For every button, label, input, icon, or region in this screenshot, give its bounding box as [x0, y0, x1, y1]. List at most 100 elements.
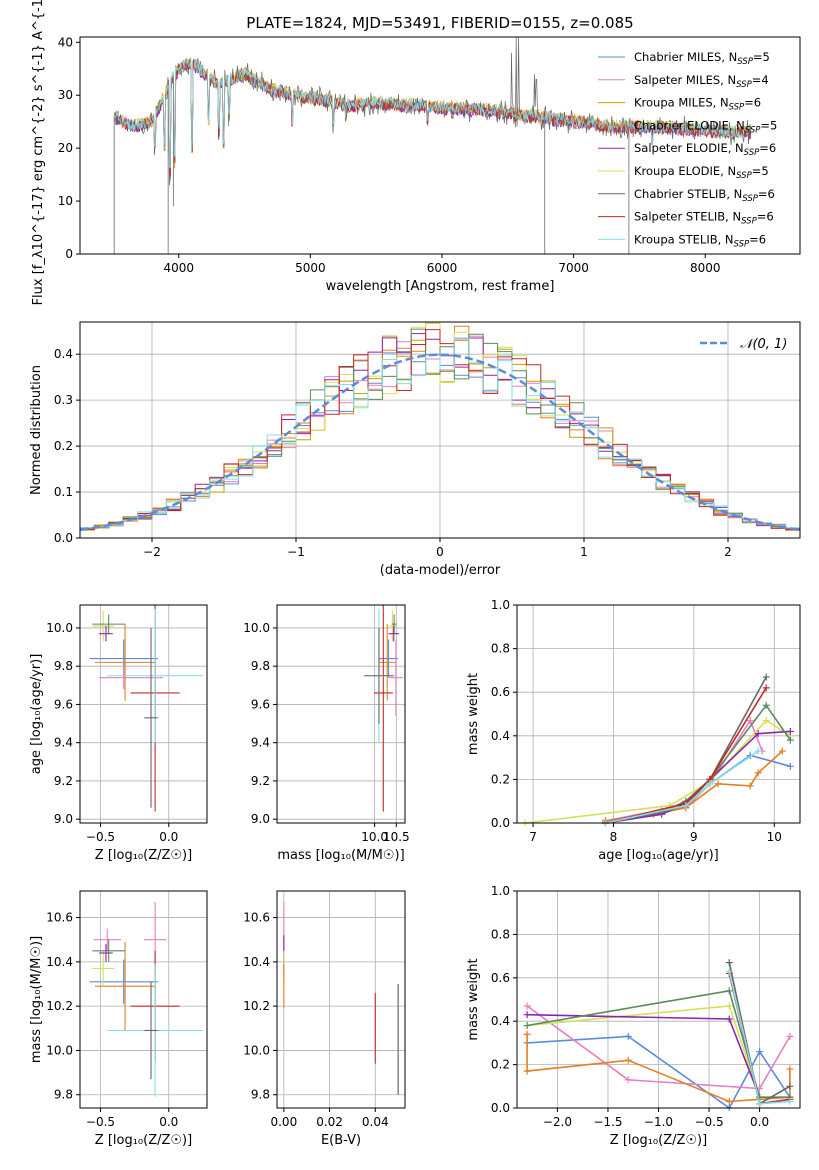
x-axis-label: wavelength [Angstrom, rest frame]: [326, 279, 555, 294]
y-tick-label: 9.8: [54, 659, 73, 673]
x-tick-label: 0.00: [270, 1115, 297, 1129]
y-tick-label: 9.0: [251, 812, 270, 826]
mass-weight-marker: [725, 987, 733, 995]
x-tick-label: 7000: [558, 261, 589, 275]
y-tick-label: 9.8: [54, 1088, 73, 1102]
errorbar-point: [378, 624, 396, 701]
x-tick-label: 7: [529, 830, 537, 844]
y-tick-label: 0.2: [491, 1058, 510, 1072]
mass-weight-marker: [754, 747, 762, 755]
mass-weight-marker: [725, 967, 733, 975]
x-axis-label: Z [log₁₀(Z/Z☉)]: [610, 1133, 707, 1148]
y-tick-label: 0: [65, 247, 73, 261]
mass-weight-marker: [725, 1002, 733, 1010]
mass-weight-marker: [762, 684, 770, 692]
mass-weight-marker: [778, 747, 786, 755]
age-vs-Z-points: [89, 605, 203, 812]
mass-weight-marker: [725, 1097, 733, 1105]
y-tick-label: 10.4: [46, 955, 73, 969]
mass-vs-EBV-points: [283, 902, 399, 1095]
errorbar-point: [373, 605, 393, 812]
mass-vs-Z-axes: [80, 891, 207, 1108]
mass-weight-marker: [762, 717, 770, 725]
y-tick-label: 40: [58, 35, 73, 49]
errorbar-point: [99, 944, 113, 962]
x-tick-label: 10: [767, 830, 782, 844]
y-tick-label: 10: [58, 194, 73, 208]
x-tick-label: 4000: [163, 261, 194, 275]
x-axis-label: (data-model)/error: [380, 563, 501, 578]
y-tick-label: 20: [58, 141, 73, 155]
mass-weight-marker: [624, 1032, 632, 1040]
mass-weight-marker: [746, 782, 754, 790]
y-tick-label: 1.0: [491, 884, 510, 898]
legend-entry: Kroupa STELIB, NSSP=6: [634, 232, 766, 249]
y-tick-label: 0.8: [491, 927, 510, 941]
mass-weight-line: [605, 687, 767, 824]
errorbar-point: [89, 959, 158, 1004]
mass-weight-marker: [523, 1022, 531, 1030]
errorbar-point: [99, 666, 149, 690]
x-tick-label: 0.02: [316, 1115, 343, 1129]
y-tick-label: 10.0: [243, 621, 270, 635]
mass-weight-marker: [786, 762, 794, 770]
errorbar-point: [107, 608, 203, 743]
mass-weight-marker: [523, 1011, 531, 1019]
mass-weight-marker: [786, 736, 794, 744]
spectrum-lines: [113, 37, 752, 254]
errorbar-point: [92, 939, 126, 962]
x-tick-label: 6000: [427, 261, 458, 275]
legend-entry: Chabrier STELIB, NSSP=6: [634, 187, 775, 204]
errorbar-point: [378, 639, 399, 678]
mass-weight-marker: [746, 717, 754, 725]
y-tick-label: 0.6: [491, 971, 510, 985]
errorbar-point: [92, 614, 126, 634]
x-tick-label: 2: [724, 545, 732, 559]
mass-weight-marker: [624, 1076, 632, 1084]
y-axis-label: Flux [f_λ10^{-17} erg cm^{-2} s^{-1} A^{…: [31, 0, 46, 305]
mass-weight-marker: [706, 780, 714, 788]
mass-weight-marker: [786, 1082, 794, 1090]
x-axis-label: Z [log₁₀(Z/Z☉)]: [95, 848, 192, 863]
legend-entry: 𝒩(0, 1): [740, 337, 787, 352]
y-tick-label: 10.2: [243, 999, 270, 1013]
y-tick-label: 10.0: [243, 1043, 270, 1057]
y-tick-label: 0.0: [491, 816, 510, 830]
y-tick-label: 9.8: [251, 1088, 270, 1102]
y-tick-label: 9.8: [251, 659, 270, 673]
y-tick-label: 0.8: [491, 642, 510, 656]
age-vs-Z-axes: [80, 605, 207, 823]
y-tick-label: 9.6: [251, 697, 270, 711]
mass-weight-marker: [523, 1002, 531, 1010]
spectrum-frame: 4000 5000 6000 7000 8000 0 10 20 30 40 wavelength …: [31, 0, 801, 305]
errorbar-point: [388, 639, 403, 716]
y-tick-label: 30: [58, 88, 73, 102]
y-axis-label: mass [log₁₀(M/M☉)]: [29, 936, 44, 1063]
residuals-frame: −2 −1 0 1 2 0.0 0.1 0.2 0.3 0.4 (data-model)/error…: [29, 321, 801, 578]
mass-vs-Z-points: [89, 902, 203, 1097]
legend-entry: Kroupa ELODIE, NSSP=5: [634, 164, 769, 181]
legend-entry: Kroupa MILES, NSSP=6: [634, 96, 761, 113]
y-tick-label: 0.0: [54, 531, 73, 545]
errorbar-point: [388, 610, 396, 642]
x-tick-label: −1: [287, 545, 305, 559]
mass-weight-marker: [786, 1097, 794, 1105]
spectrum-legend: Chabrier MILES, NSSP=5 Salpeter MILES, NS…: [598, 50, 777, 249]
y-tick-label: 10.6: [243, 911, 270, 925]
mass-vs-Z-frame: −0.5 0.0 9.8 10.0 10.2 10.4 10.6 Z [log₁₀(Z/Z☉)…: [29, 890, 208, 1148]
x-tick-label: 0: [436, 545, 444, 559]
x-tick-label: 9: [690, 830, 698, 844]
errorbar-point: [95, 624, 156, 701]
x-tick-label: 1: [580, 545, 588, 559]
mass-weight-marker: [754, 730, 762, 738]
y-axis-label: mass weight: [466, 958, 481, 1040]
y-tick-label: 0.4: [54, 347, 73, 361]
x-axis-label: mass [log₁₀(M/M☉)]: [277, 848, 404, 863]
massweight-vs-age-axes: [517, 604, 800, 824]
mass-weight-marker: [624, 1056, 632, 1064]
mass-vs-EBV-frame: 0.00 0.02 0.04 9.8 10.0 10.2 10.4 10.6 E(B-V): [243, 890, 406, 1148]
x-tick-label: 10.5: [383, 830, 410, 844]
y-tick-label: 10.0: [46, 1043, 73, 1057]
errorbar-point: [95, 941, 156, 1031]
